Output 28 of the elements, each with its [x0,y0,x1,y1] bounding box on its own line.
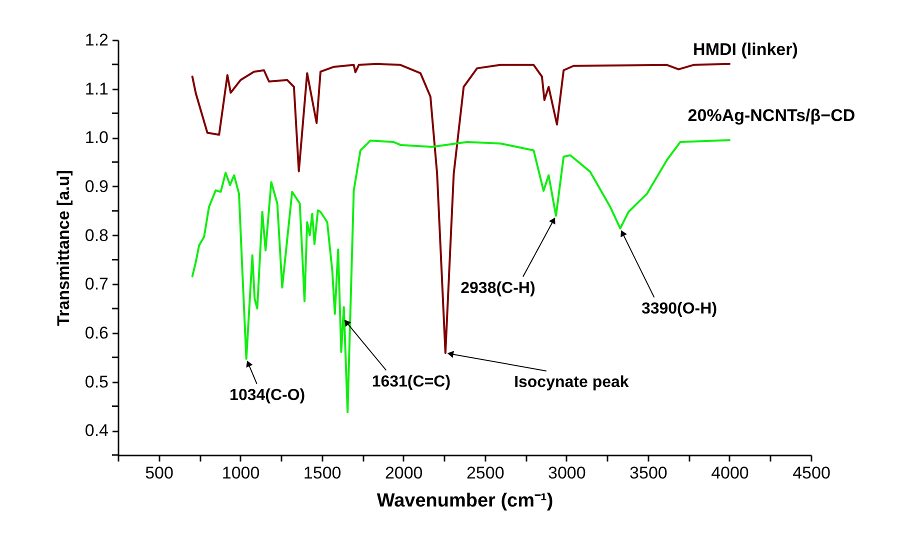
y-tick-label: 0.9 [84,176,108,196]
y-tick-label: 0.8 [84,226,108,245]
y-tick-label: 1.1 [84,79,108,98]
x-tick-label: 2000 [384,464,423,482]
y-tick-label: 0.4 [84,421,108,440]
y-tick-label: 0.6 [84,323,108,342]
x-tick-label: 3000 [548,464,586,482]
y-axis-title: Transmittance [a.u] [54,170,73,326]
y-tick-label: 0.7 [84,274,108,294]
annotation: 3390(O-H) [641,300,718,318]
x-tick-label: 1500 [303,464,342,482]
x-tick-label: 2500 [466,464,504,482]
y-tick-label: 1.2 [84,30,108,50]
annotation: Isocynate peak [514,374,629,391]
x-tick-label: 1000 [222,464,260,482]
x-tick-label: 500 [145,464,174,482]
x-axis-title: Wavenumber (cm⁻¹) [376,490,554,512]
series-label: HMDI (linker) [693,40,798,59]
annotation: 1631(C=C) [372,373,451,390]
x-tick-label: 3500 [630,464,668,482]
line-series [191,139,730,414]
annotation: 2938(C-H) [460,280,536,297]
x-tick-label: 4000 [711,464,749,482]
y-tick-label: 0.5 [84,372,108,392]
annotation: 1034(C-O) [230,386,306,404]
x-tick-label: 4500 [792,464,830,482]
y-tick-label: 1.0 [84,128,108,148]
series-label: 20%Ag-NCNTs/β−CD [688,106,856,126]
